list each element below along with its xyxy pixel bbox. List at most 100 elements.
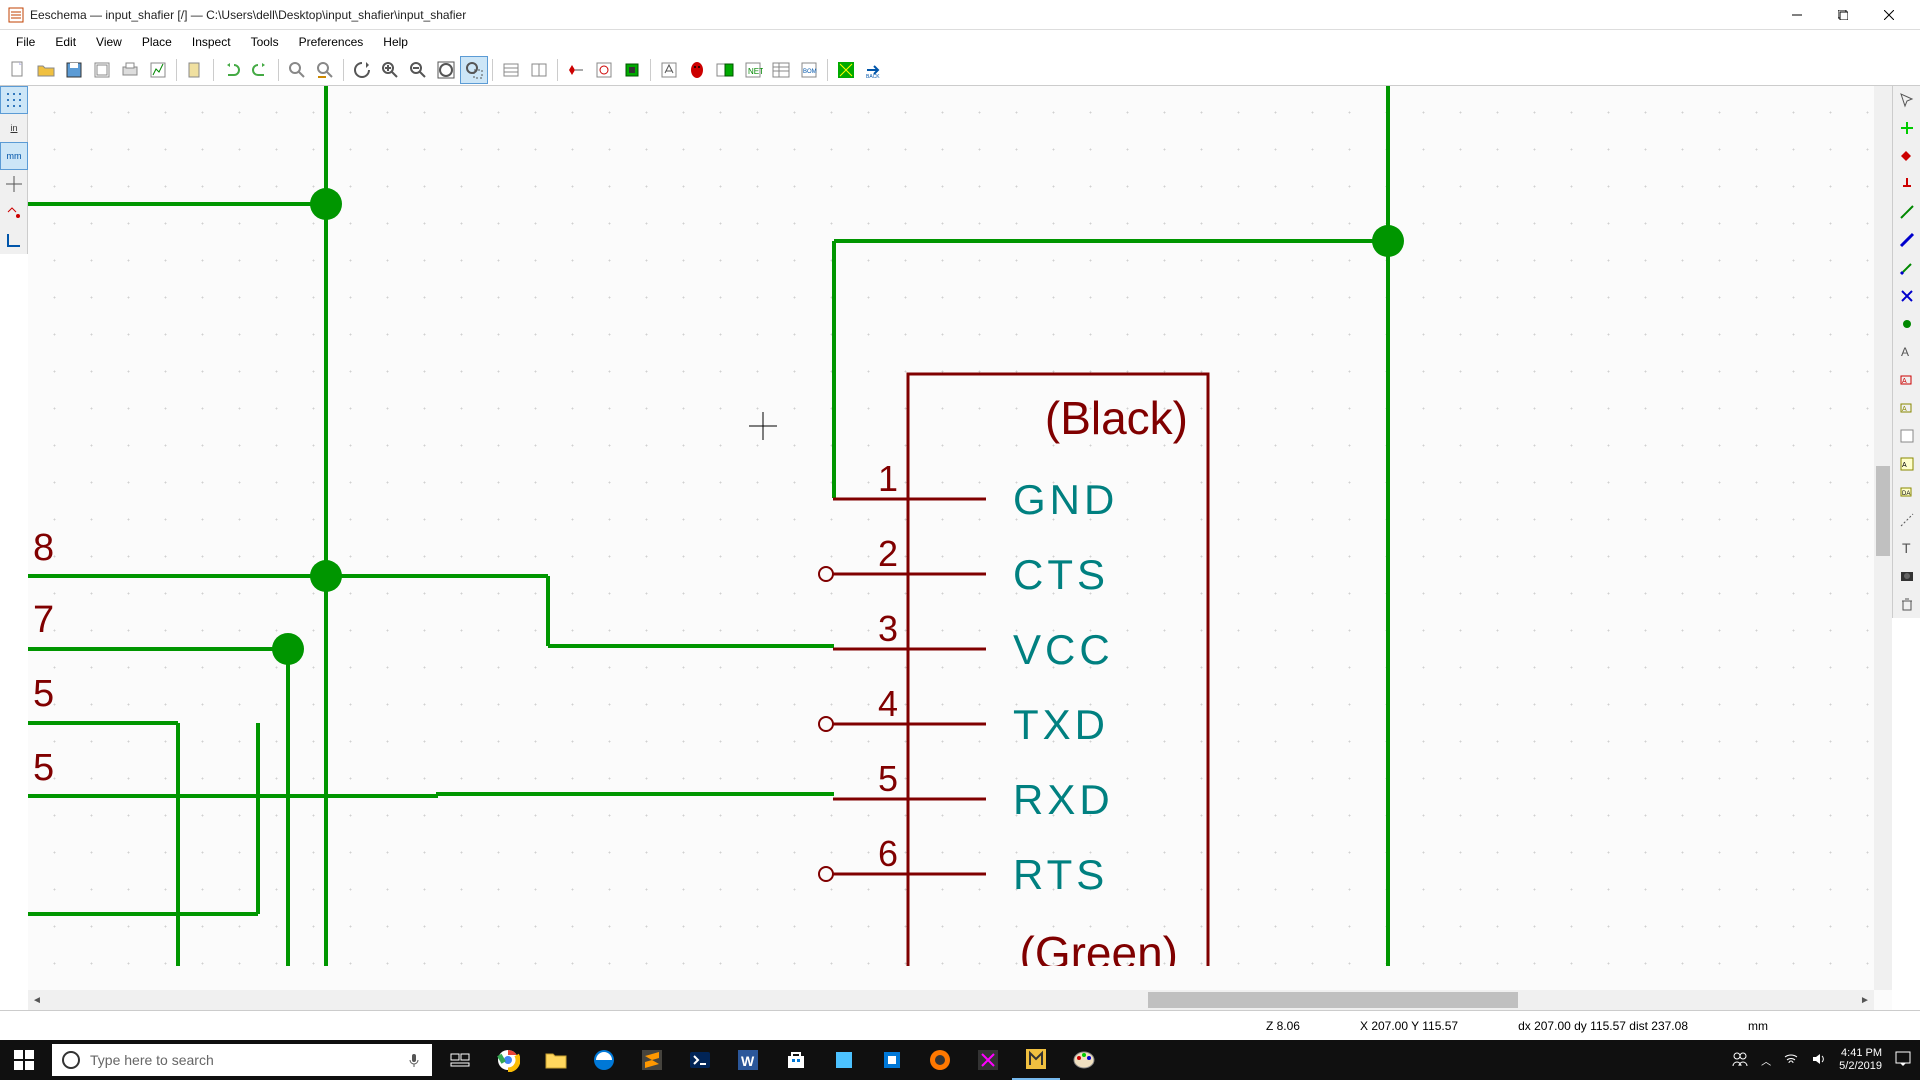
svg-text:TXD: TXD xyxy=(1013,701,1109,748)
assign-footprints-button[interactable] xyxy=(711,56,739,84)
units-in-button[interactable]: in xyxy=(0,114,28,142)
zoom-out-button[interactable] xyxy=(404,56,432,84)
close-button[interactable] xyxy=(1866,0,1912,30)
new-button[interactable] xyxy=(4,56,32,84)
taskbar-search[interactable]: Type here to search xyxy=(52,1044,432,1076)
units-mm-button[interactable]: mm xyxy=(0,142,28,170)
place-sheet-button[interactable] xyxy=(1893,422,1920,450)
svg-text:VCC: VCC xyxy=(1013,626,1114,673)
bom-button[interactable]: BOM xyxy=(795,56,823,84)
zoom-redraw-button[interactable] xyxy=(348,56,376,84)
place-power-button[interactable] xyxy=(1893,170,1920,198)
grid-toggle-button[interactable] xyxy=(0,86,28,114)
leave-sheet-button[interactable] xyxy=(525,56,553,84)
sublime-icon[interactable] xyxy=(628,1040,676,1080)
notifications-icon[interactable] xyxy=(1894,1050,1912,1071)
cursor-shape-button[interactable] xyxy=(0,170,28,198)
windows-taskbar: Type here to search W ︿ 4:41 PM 5/2/2019 xyxy=(0,1040,1920,1080)
menu-preferences[interactable]: Preferences xyxy=(289,33,374,51)
status-zoom: Z 8.06 xyxy=(1266,1019,1300,1033)
paint-icon[interactable] xyxy=(1060,1040,1108,1080)
import-button[interactable]: BACK xyxy=(860,56,888,84)
status-units: mm xyxy=(1748,1019,1768,1033)
minimize-button[interactable] xyxy=(1774,0,1820,30)
horizontal-scrollbar[interactable]: ◄ ► xyxy=(28,990,1874,1010)
svg-text:5: 5 xyxy=(33,673,54,715)
symbol-editor-button[interactable] xyxy=(562,56,590,84)
kicad-icon[interactable] xyxy=(1012,1040,1060,1080)
place-wire-button[interactable] xyxy=(1893,198,1920,226)
svg-text:T: T xyxy=(1902,540,1911,556)
delete-button[interactable] xyxy=(1893,590,1920,618)
hierarchy-button[interactable] xyxy=(497,56,525,84)
svg-text:A: A xyxy=(1901,345,1909,359)
volume-icon[interactable] xyxy=(1811,1051,1827,1070)
start-button[interactable] xyxy=(0,1040,48,1080)
annotate-button[interactable] xyxy=(655,56,683,84)
vertical-scrollbar[interactable] xyxy=(1874,86,1892,990)
place-line-button[interactable] xyxy=(1893,506,1920,534)
people-icon[interactable] xyxy=(1731,1050,1749,1071)
place-image-button[interactable] xyxy=(1893,562,1920,590)
zoom-in-button[interactable] xyxy=(376,56,404,84)
word-icon[interactable]: W xyxy=(724,1040,772,1080)
svg-text:A: A xyxy=(1902,378,1907,385)
highlight-net-button[interactable] xyxy=(1893,114,1920,142)
open-button[interactable] xyxy=(32,56,60,84)
place-symbol-button[interactable] xyxy=(1893,142,1920,170)
menu-view[interactable]: View xyxy=(86,33,132,51)
hidden-pins-button[interactable] xyxy=(0,198,28,226)
select-tool-button[interactable] xyxy=(1893,86,1920,114)
schematic-canvas[interactable]: (Black)(Green)1GND2CTS3VCC4TXD5RXD6RTS87… xyxy=(28,86,1892,1010)
import-sheet-pin-button[interactable]: A xyxy=(1893,450,1920,478)
symbol-fields-button[interactable] xyxy=(767,56,795,84)
pcb-button[interactable] xyxy=(832,56,860,84)
redo-button[interactable] xyxy=(246,56,274,84)
page-settings-button[interactable] xyxy=(88,56,116,84)
app-icon-4[interactable] xyxy=(964,1040,1012,1080)
erc-button[interactable] xyxy=(683,56,711,84)
app-icon-3[interactable] xyxy=(916,1040,964,1080)
app-icon-1[interactable] xyxy=(820,1040,868,1080)
menu-place[interactable]: Place xyxy=(132,33,182,51)
place-sheet-pin-button[interactable]: DA xyxy=(1893,478,1920,506)
place-label-button[interactable]: A xyxy=(1893,338,1920,366)
menu-help[interactable]: Help xyxy=(373,33,418,51)
netlist-button[interactable]: NET xyxy=(739,56,767,84)
place-bus-button[interactable] xyxy=(1893,226,1920,254)
tray-chevron-icon[interactable]: ︿ xyxy=(1761,1053,1771,1068)
menu-inspect[interactable]: Inspect xyxy=(182,33,241,51)
footprint-editor-button[interactable] xyxy=(618,56,646,84)
tray-clock[interactable]: 4:41 PM 5/2/2019 xyxy=(1839,1047,1882,1073)
app-icon-2[interactable] xyxy=(868,1040,916,1080)
plot-button[interactable] xyxy=(144,56,172,84)
zoom-selection-button[interactable] xyxy=(460,56,488,84)
menu-tools[interactable]: Tools xyxy=(241,33,289,51)
force-hv-button[interactable] xyxy=(0,226,28,254)
task-view-button[interactable] xyxy=(436,1040,484,1080)
menu-file[interactable]: File xyxy=(6,33,45,51)
maximize-button[interactable] xyxy=(1820,0,1866,30)
place-hier-label-button[interactable]: A xyxy=(1893,394,1920,422)
chrome-icon[interactable] xyxy=(484,1040,532,1080)
place-global-label-button[interactable]: A xyxy=(1893,366,1920,394)
svg-text:GND: GND xyxy=(1013,476,1118,523)
paste-button[interactable] xyxy=(181,56,209,84)
edge-icon[interactable] xyxy=(580,1040,628,1080)
zoom-fit-button[interactable] xyxy=(432,56,460,84)
find-button[interactable] xyxy=(283,56,311,84)
undo-button[interactable] xyxy=(218,56,246,84)
save-button[interactable] xyxy=(60,56,88,84)
browse-symbols-button[interactable] xyxy=(590,56,618,84)
explorer-icon[interactable] xyxy=(532,1040,580,1080)
powershell-icon[interactable] xyxy=(676,1040,724,1080)
store-icon[interactable] xyxy=(772,1040,820,1080)
place-text-button[interactable]: T xyxy=(1893,534,1920,562)
place-bus-entry-button[interactable] xyxy=(1893,254,1920,282)
print-button[interactable] xyxy=(116,56,144,84)
place-junction-button[interactable] xyxy=(1893,310,1920,338)
replace-button[interactable] xyxy=(311,56,339,84)
place-noconnect-button[interactable] xyxy=(1893,282,1920,310)
menu-edit[interactable]: Edit xyxy=(45,33,86,51)
wifi-icon[interactable] xyxy=(1783,1051,1799,1070)
